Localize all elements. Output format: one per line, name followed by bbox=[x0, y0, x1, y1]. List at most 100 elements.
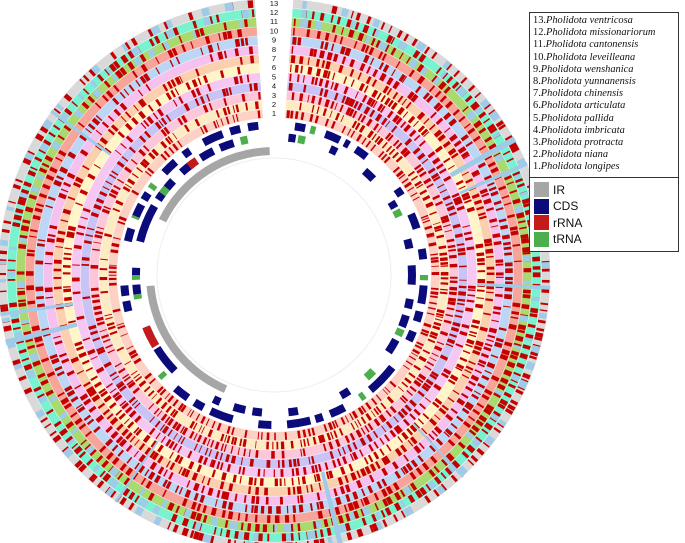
identity-hit bbox=[493, 241, 502, 246]
identity-hit bbox=[76, 345, 85, 351]
identity-hit bbox=[53, 276, 62, 279]
identity-hit bbox=[60, 219, 69, 223]
identity-hit bbox=[202, 514, 208, 523]
identity-hit bbox=[326, 71, 331, 79]
identity-hit bbox=[422, 195, 431, 202]
identity-hit bbox=[419, 171, 427, 178]
identity-hit bbox=[78, 351, 87, 359]
identity-hit bbox=[472, 173, 481, 178]
identity-hit bbox=[390, 102, 398, 111]
identity-hit bbox=[318, 482, 322, 491]
identity-hit bbox=[441, 404, 449, 411]
ring-number: 4 bbox=[272, 82, 276, 91]
identity-hit bbox=[112, 97, 120, 106]
identity-hit bbox=[70, 396, 79, 403]
identity-hit bbox=[0, 304, 8, 307]
identity-hit bbox=[12, 358, 21, 366]
gap-mark bbox=[238, 531, 244, 540]
identity-hit bbox=[83, 414, 92, 421]
identity-hit bbox=[512, 171, 521, 177]
identity-hit bbox=[149, 461, 158, 471]
cds-block bbox=[201, 130, 225, 147]
identity-hit bbox=[148, 427, 156, 436]
identity-hit bbox=[376, 480, 383, 490]
gap-mark bbox=[0, 260, 7, 265]
identity-hit bbox=[443, 431, 450, 438]
identity-hit bbox=[330, 100, 335, 109]
identity-hit bbox=[170, 513, 178, 523]
gap-mark bbox=[442, 60, 452, 70]
identity-hit bbox=[266, 441, 269, 450]
identity-hit bbox=[403, 181, 412, 189]
cds-block bbox=[120, 285, 130, 297]
identity-hit bbox=[144, 469, 150, 477]
identity-hit bbox=[107, 325, 116, 331]
identity-hit bbox=[106, 451, 114, 460]
gap-mark bbox=[522, 255, 531, 262]
identity-hit bbox=[264, 487, 268, 496]
identity-hit bbox=[298, 504, 304, 513]
identity-hit bbox=[422, 412, 430, 420]
identity-hit bbox=[405, 462, 414, 472]
identity-hit bbox=[108, 277, 117, 281]
identity-hit bbox=[189, 420, 196, 429]
identity-hit bbox=[438, 81, 447, 91]
gap-mark bbox=[1, 317, 11, 323]
identity-hit bbox=[473, 120, 483, 129]
identity-hit bbox=[495, 259, 504, 263]
cds-block bbox=[412, 310, 424, 323]
identity-hit bbox=[344, 47, 352, 57]
identity-hit bbox=[156, 386, 164, 394]
ring-number: 5 bbox=[272, 72, 276, 81]
identity-hit bbox=[521, 372, 531, 380]
identity-hit bbox=[62, 272, 71, 275]
identity-hit bbox=[431, 352, 439, 357]
identity-hit bbox=[527, 323, 536, 329]
identity-hit bbox=[195, 512, 203, 522]
identity-hit bbox=[58, 149, 67, 157]
identity-hit bbox=[534, 332, 544, 339]
identity-hit bbox=[53, 286, 62, 290]
identity-hit bbox=[392, 514, 399, 522]
identity-hit bbox=[399, 397, 407, 404]
identity-hit bbox=[537, 319, 546, 324]
identity-hit bbox=[186, 480, 191, 488]
identity-hit bbox=[388, 25, 393, 34]
identity-hit bbox=[80, 439, 87, 446]
identity-hit bbox=[219, 528, 223, 537]
gap-mark bbox=[8, 246, 17, 251]
identity-hit bbox=[428, 123, 436, 131]
identity-hit bbox=[447, 397, 455, 403]
identity-hit bbox=[382, 498, 389, 507]
identity-hit bbox=[315, 58, 321, 67]
identity-hit bbox=[401, 431, 409, 440]
identity-hit bbox=[296, 486, 302, 495]
feature-swatch bbox=[534, 198, 549, 214]
identity-hit bbox=[217, 51, 224, 60]
identity-hit bbox=[58, 192, 67, 200]
identity-hit bbox=[147, 390, 155, 397]
identity-hit bbox=[462, 225, 470, 228]
identity-hit bbox=[128, 410, 137, 418]
identity-hit bbox=[436, 341, 445, 346]
gene-annotation-tracks bbox=[120, 121, 429, 429]
identity-hit bbox=[372, 123, 380, 131]
identity-hit bbox=[169, 451, 174, 459]
identity-hit bbox=[201, 475, 206, 484]
identity-hit bbox=[488, 327, 498, 334]
cds-block bbox=[328, 145, 339, 156]
gap-mark bbox=[484, 435, 496, 446]
identity-hit bbox=[421, 158, 429, 165]
gap-mark bbox=[252, 532, 259, 541]
identity-hit bbox=[448, 297, 457, 302]
identity-hit bbox=[360, 427, 366, 435]
gap-mark bbox=[465, 431, 475, 440]
identity-hit bbox=[85, 386, 95, 394]
identity-hit bbox=[466, 299, 475, 303]
identity-hit bbox=[467, 127, 476, 135]
identity-hit bbox=[374, 502, 379, 511]
identity-hit bbox=[506, 181, 514, 186]
gap-mark bbox=[150, 24, 162, 36]
identity-hit bbox=[214, 451, 219, 460]
identity-hit bbox=[15, 178, 23, 183]
